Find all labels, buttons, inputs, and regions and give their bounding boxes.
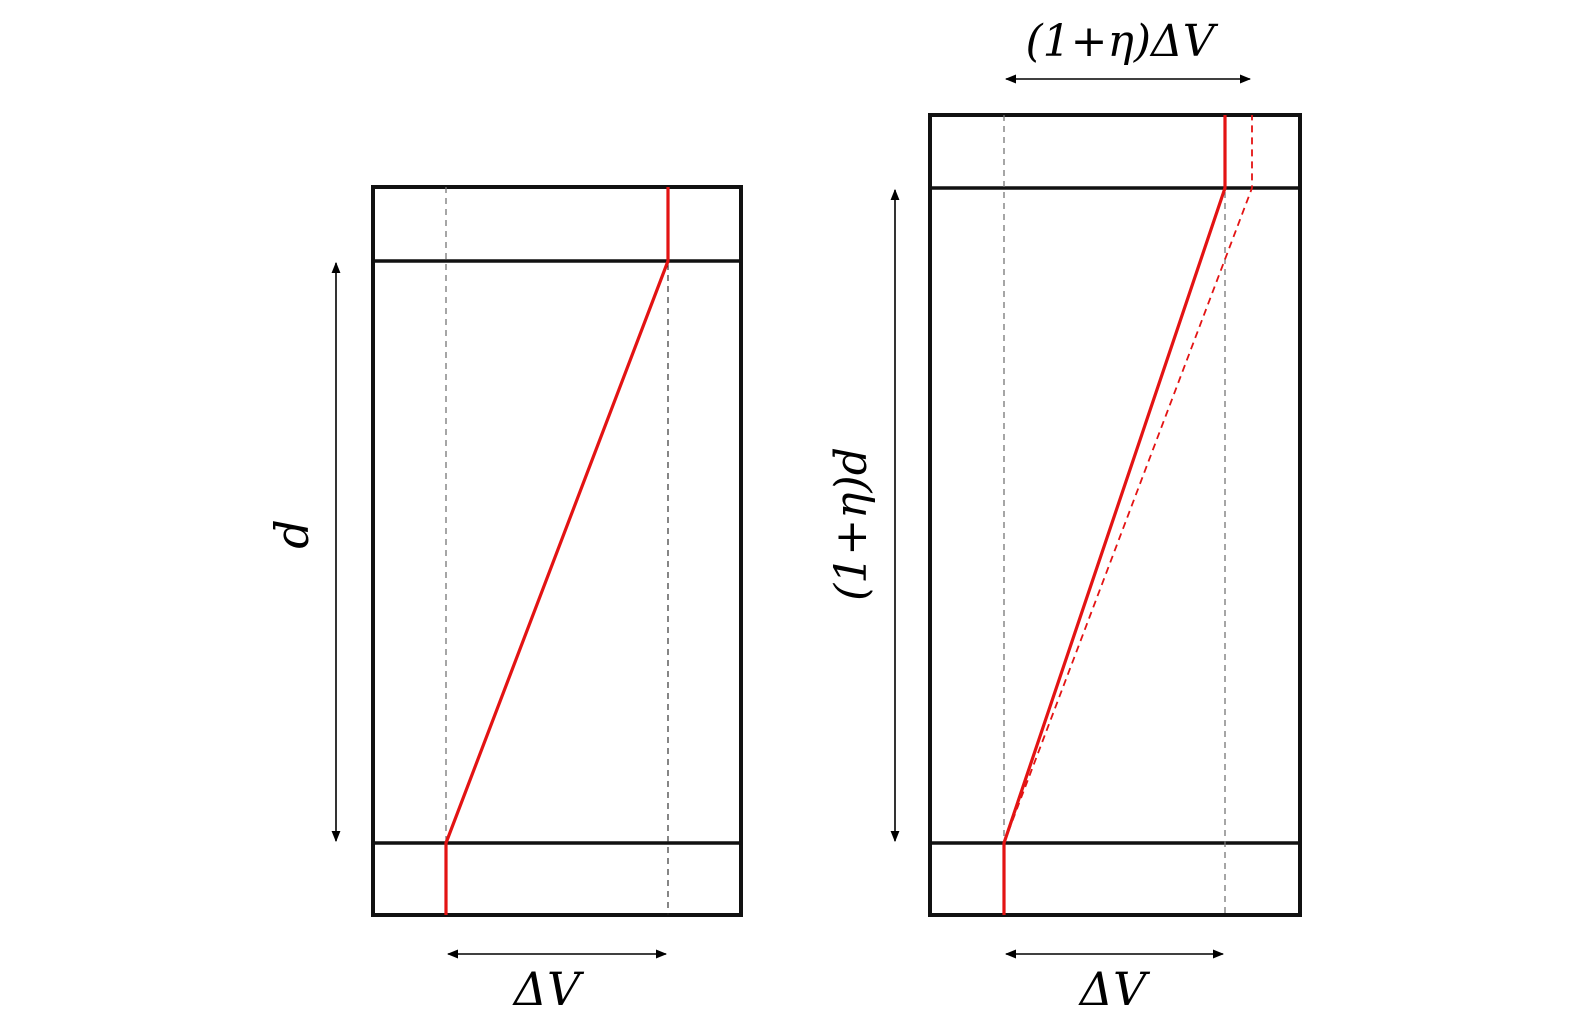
left-outer-box [371,185,743,917]
right-outer-box [928,113,1302,917]
left-potential-profile [444,187,670,915]
right-height-label: (1+η)d [826,447,877,601]
left-panel: d ΔV [265,185,743,1016]
right-panel: (1+η)d ΔV (1+η)ΔV [826,16,1302,1016]
right-potential-profile [1002,115,1227,915]
left-width-label: ΔV [512,962,585,1016]
left-height-label: d [265,519,319,548]
right-bottom-width-label: ΔV [1078,962,1151,1016]
right-scaled-potential-profile [1003,115,1253,844]
right-top-width-label: (1+η)ΔV [1025,16,1218,67]
